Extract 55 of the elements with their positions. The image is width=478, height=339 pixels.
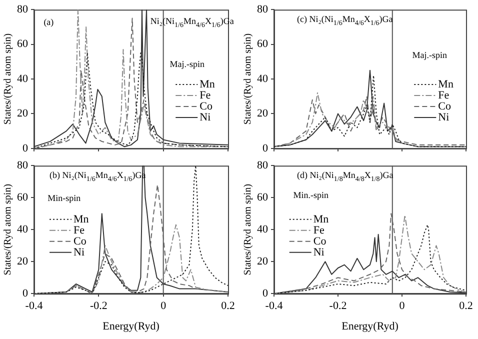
y-tick-label: 60 bbox=[257, 191, 268, 204]
y-tick-label: 60 bbox=[17, 38, 28, 50]
y-tick-label: 0 bbox=[22, 287, 28, 300]
x-tick-label: 0 bbox=[160, 300, 167, 312]
x-tick-label: -0.4 bbox=[25, 300, 44, 312]
y-tick-label: 0 bbox=[262, 142, 268, 154]
y-tick-label: 80 bbox=[17, 3, 28, 16]
legend-label: Mn bbox=[438, 78, 454, 90]
y-axis-title: States/(Ryd atom spin) bbox=[2, 184, 14, 276]
y-tick-label: 80 bbox=[17, 159, 28, 172]
y-tick-label: 0 bbox=[22, 142, 28, 154]
x-tick-label: 0.2 bbox=[221, 300, 235, 312]
y-tick-label: 20 bbox=[17, 108, 28, 120]
x-tick-label: -0.2 bbox=[329, 300, 347, 312]
legend-label: Co bbox=[200, 100, 213, 112]
y-tick-label: 0 bbox=[262, 287, 268, 300]
legend-label: Mn bbox=[200, 78, 216, 90]
x-axis-title: Energy(Ryd) bbox=[342, 320, 399, 332]
y-tick-label: 60 bbox=[257, 38, 268, 50]
annotation: Min-spin bbox=[48, 192, 81, 203]
x-tick-label: 0 bbox=[399, 300, 406, 312]
y-tick-label: 40 bbox=[17, 223, 28, 236]
text: (a) bbox=[44, 16, 54, 27]
y-axis-title: States/(Ryd atom spin) bbox=[2, 33, 14, 125]
y-axis-title: States/(Ryd atom spin) bbox=[242, 184, 254, 276]
x-tick-label: -0.4 bbox=[265, 300, 284, 312]
y-tick-label: 80 bbox=[257, 159, 268, 172]
legend-label: Mn bbox=[313, 213, 330, 226]
legend-label: Fe bbox=[200, 89, 211, 102]
annotation: Maj.-spin bbox=[170, 58, 205, 69]
legend-label: Ni bbox=[74, 246, 85, 258]
legend-label: Ni bbox=[200, 111, 211, 124]
legend-label: Co bbox=[74, 235, 87, 248]
legend-label: Fe bbox=[438, 89, 450, 102]
legend-label: Ni bbox=[313, 246, 324, 258]
y-tick-label: 20 bbox=[17, 255, 28, 268]
y-axis-title: States/(Ryd atom spin) bbox=[242, 33, 254, 125]
y-tick-label: 40 bbox=[257, 223, 268, 236]
legend-label: Ni bbox=[438, 111, 450, 124]
legend-label: Fe bbox=[313, 224, 324, 236]
legend-label: Mn bbox=[74, 213, 90, 226]
x-axis-title: Energy(Ryd) bbox=[102, 320, 160, 332]
legend-label: Fe bbox=[74, 224, 85, 236]
legend-label: Co bbox=[438, 100, 452, 112]
y-tick-label: 20 bbox=[257, 255, 268, 268]
y-tick-label: 40 bbox=[17, 72, 28, 85]
y-tick-label: 20 bbox=[257, 108, 268, 120]
annotation: Min.-spin bbox=[293, 190, 328, 200]
y-tick-label: 80 bbox=[257, 3, 268, 16]
x-tick-label: 0.2 bbox=[459, 300, 473, 312]
y-tick-label: 60 bbox=[17, 191, 28, 204]
x-tick-label: -0.2 bbox=[90, 300, 108, 312]
y-tick-label: 40 bbox=[257, 72, 268, 85]
legend-label: Co bbox=[313, 235, 327, 248]
annotation: Maj.-spin bbox=[412, 50, 447, 60]
